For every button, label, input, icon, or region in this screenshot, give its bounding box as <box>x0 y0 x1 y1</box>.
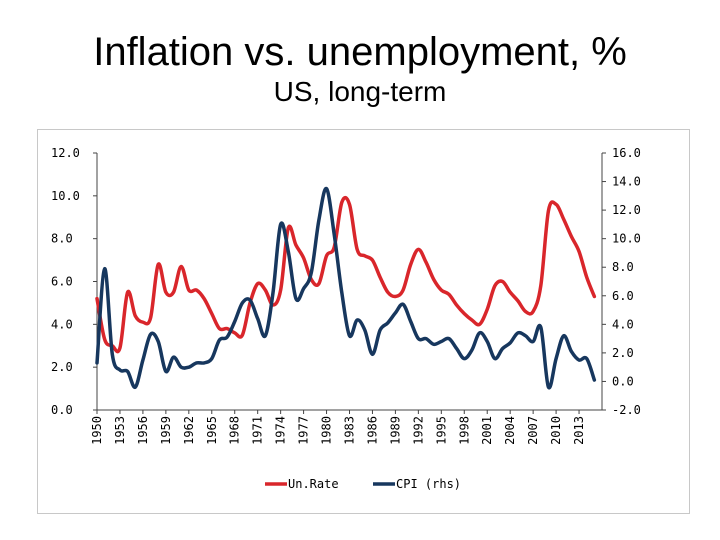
x-axis-tick-label: 2013 <box>572 416 586 445</box>
left-axis-tick-label: 2.0 <box>51 360 73 374</box>
x-axis-tick-label: 1956 <box>136 416 150 445</box>
right-axis-tick-label: 14.0 <box>612 175 641 189</box>
right-axis-tick-label: -2.0 <box>612 403 641 417</box>
right-axis-tick-label: 0.0 <box>612 374 634 388</box>
cpi-series-line <box>95 186 597 390</box>
right-axis-tick-label: 8.0 <box>612 260 634 274</box>
x-axis-tick-label: 1950 <box>90 416 104 445</box>
left-axis-tick-label: 0.0 <box>51 403 73 417</box>
left-axis-tick-label: 8.0 <box>51 232 73 246</box>
legend-unrate-label: Un.Rate <box>288 477 339 491</box>
chart-frame <box>37 129 690 514</box>
x-axis-tick-label: 1989 <box>388 416 402 445</box>
x-axis-tick-label: 2001 <box>480 416 494 445</box>
slide-subtitle: US, long-term <box>273 76 447 107</box>
x-axis-tick-label: 1953 <box>113 416 127 445</box>
x-axis-tick-label: 2010 <box>549 416 563 445</box>
left-axis-tick-label: 10.0 <box>51 189 80 203</box>
x-axis-tick-label: 1995 <box>434 416 448 445</box>
right-axis-tick-label: 16.0 <box>612 146 641 160</box>
x-axis-tick-label: 1980 <box>320 416 334 445</box>
x-axis-tick-label: 1965 <box>205 416 219 445</box>
right-axis-tick-label: 4.0 <box>612 317 634 331</box>
x-axis-tick-label: 1983 <box>343 416 357 445</box>
legend-cpi-label: CPI (rhs) <box>396 477 461 491</box>
x-axis-tick-label: 1974 <box>274 416 288 445</box>
left-axis-tick-label: 6.0 <box>51 275 73 289</box>
unrate-series-line <box>95 195 597 354</box>
slide-title: Inflation vs. unemployment, % <box>93 30 627 74</box>
x-axis-tick-label: 1986 <box>365 416 379 445</box>
right-axis-tick-label: 10.0 <box>612 232 641 246</box>
x-axis-tick-label: 1962 <box>182 416 196 445</box>
right-axis-tick-label: 2.0 <box>612 346 634 360</box>
left-axis-tick-label: 12.0 <box>51 146 80 160</box>
x-axis-tick-label: 2007 <box>526 416 540 445</box>
left-axis-tick-label: 4.0 <box>51 317 73 331</box>
x-axis-tick-label: 1959 <box>159 416 173 445</box>
right-axis-tick-label: 6.0 <box>612 289 634 303</box>
x-axis-tick-label: 1992 <box>411 416 425 445</box>
x-axis-tick-label: 1977 <box>297 416 311 445</box>
x-axis-tick-label: 1971 <box>251 416 265 445</box>
x-axis-tick-label: 1968 <box>228 416 242 445</box>
right-axis-tick-label: 12.0 <box>612 203 641 217</box>
x-axis-tick-label: 1998 <box>457 416 471 445</box>
x-axis-tick-label: 2004 <box>503 416 517 445</box>
